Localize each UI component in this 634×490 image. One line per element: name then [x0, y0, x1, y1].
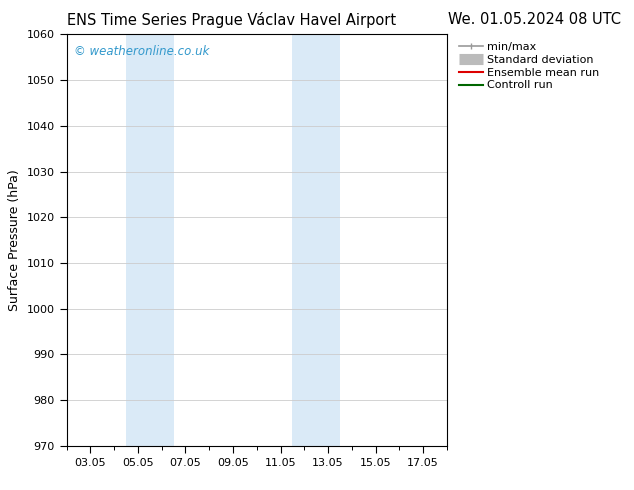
- Legend: min/max, Standard deviation, Ensemble mean run, Controll run: min/max, Standard deviation, Ensemble me…: [456, 40, 602, 93]
- Bar: [292, 34, 340, 446]
- Text: ENS Time Series Prague Václav Havel Airport: ENS Time Series Prague Václav Havel Airp…: [67, 12, 396, 28]
- Y-axis label: Surface Pressure (hPa): Surface Pressure (hPa): [8, 169, 21, 311]
- Bar: [126, 34, 174, 446]
- Text: © weatheronline.co.uk: © weatheronline.co.uk: [74, 45, 210, 58]
- Text: We. 01.05.2024 08 UTC: We. 01.05.2024 08 UTC: [448, 12, 621, 27]
